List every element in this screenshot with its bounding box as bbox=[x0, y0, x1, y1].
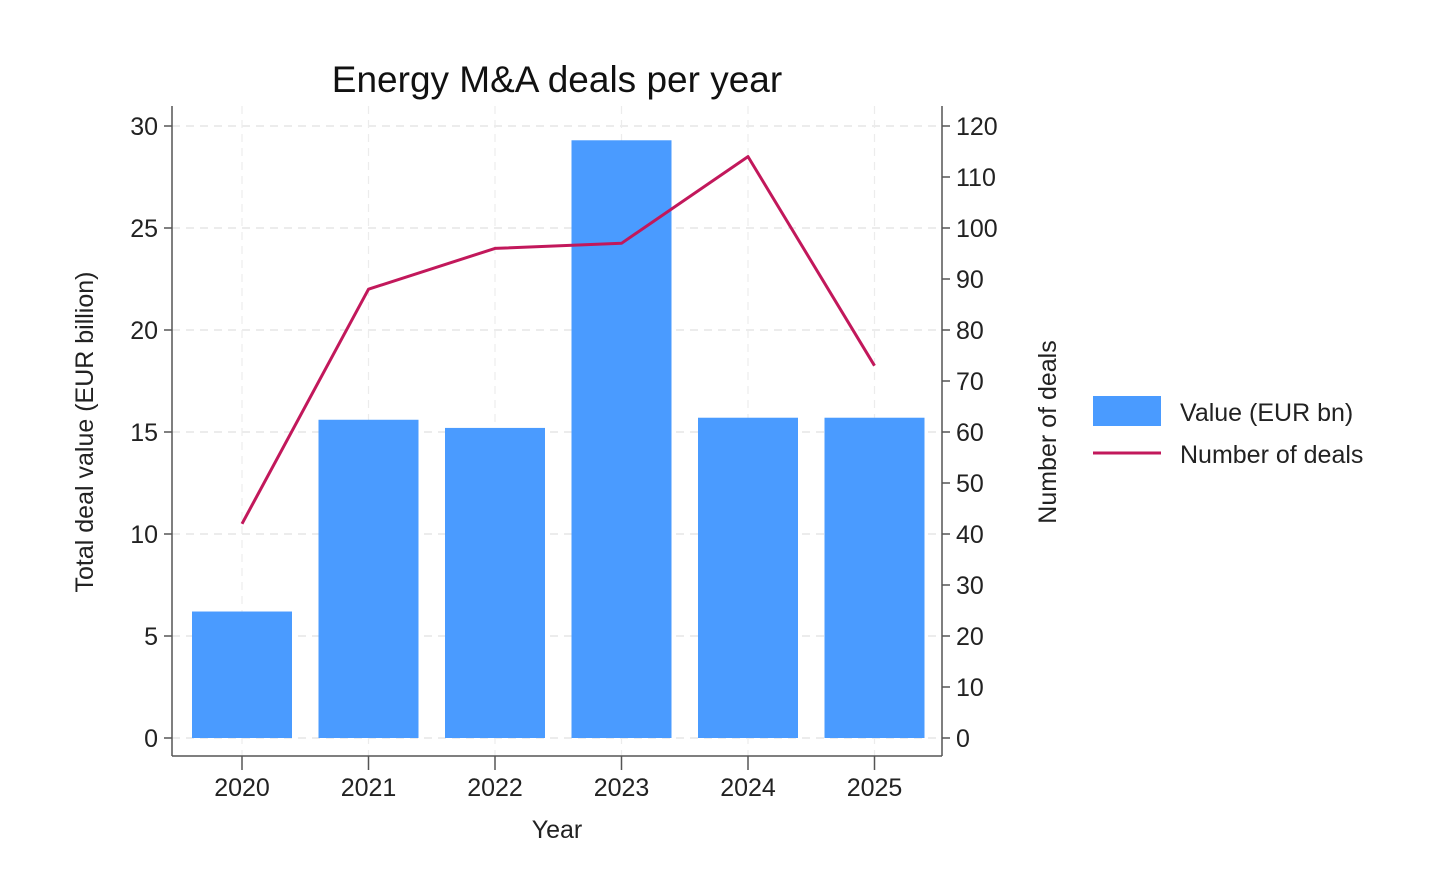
bar-2023 bbox=[571, 140, 672, 738]
left-tick-label: 30 bbox=[130, 113, 158, 141]
bar-2024 bbox=[698, 417, 798, 738]
left-tick-label: 20 bbox=[130, 317, 158, 345]
chart-title: Energy M&A deals per year bbox=[332, 59, 782, 100]
legend: Value (EUR bn) Number of deals bbox=[1093, 396, 1363, 469]
right-tick-label: 50 bbox=[956, 470, 984, 498]
left-y-axis: 0 5 10 15 20 25 30 bbox=[130, 113, 172, 753]
right-y-axis: 0 10 20 30 40 50 60 70 80 90 100 110 120 bbox=[942, 113, 998, 753]
left-y-axis-label: Total deal value (EUR billion) bbox=[71, 272, 99, 593]
right-tick-label: 90 bbox=[956, 266, 984, 294]
right-tick-label: 20 bbox=[956, 623, 984, 651]
right-tick-label: 80 bbox=[956, 317, 984, 345]
deals-line bbox=[240, 155, 876, 525]
bar-2020 bbox=[192, 611, 292, 738]
bar-2021 bbox=[318, 419, 419, 738]
legend-label-value: Value (EUR bn) bbox=[1180, 399, 1353, 427]
left-tick-label: 10 bbox=[130, 521, 158, 549]
right-y-axis-label: Number of deals bbox=[1034, 340, 1062, 523]
right-tick-label: 0 bbox=[956, 725, 970, 753]
x-axis-label: Year bbox=[532, 816, 583, 844]
x-tick-label: 2022 bbox=[467, 774, 523, 802]
plot-frame bbox=[171, 106, 943, 757]
left-tick-label: 0 bbox=[144, 725, 158, 753]
right-tick-label: 60 bbox=[956, 419, 984, 447]
right-tick-label: 40 bbox=[956, 521, 984, 549]
right-tick-label: 110 bbox=[956, 164, 996, 192]
bar-2022 bbox=[445, 427, 545, 738]
right-tick-label: 100 bbox=[956, 215, 998, 243]
legend-label-deals: Number of deals bbox=[1180, 441, 1363, 469]
x-tick-label: 2023 bbox=[594, 774, 650, 802]
bars bbox=[192, 140, 925, 738]
x-tick-label: 2024 bbox=[720, 774, 776, 802]
x-tick-label: 2020 bbox=[214, 774, 270, 802]
x-tick-label: 2021 bbox=[341, 774, 397, 802]
right-tick-label: 70 bbox=[956, 368, 984, 396]
right-tick-label: 10 bbox=[956, 674, 984, 702]
x-tick-label: 2025 bbox=[847, 774, 903, 802]
legend-swatch-value bbox=[1093, 396, 1161, 426]
right-tick-label: 120 bbox=[956, 113, 998, 141]
left-tick-label: 5 bbox=[144, 623, 158, 651]
x-axis: 2020 2021 2022 2023 2024 2025 bbox=[214, 756, 902, 802]
right-tick-label: 30 bbox=[956, 572, 984, 600]
bar-2025 bbox=[824, 417, 925, 738]
left-tick-label: 25 bbox=[130, 215, 158, 243]
left-tick-label: 15 bbox=[130, 419, 158, 447]
